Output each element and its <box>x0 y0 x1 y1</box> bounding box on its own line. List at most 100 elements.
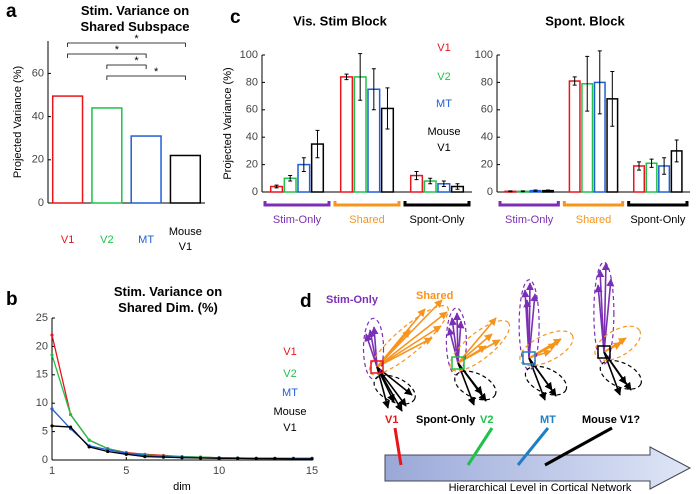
x-tick-label: 15 <box>306 465 318 477</box>
error-bar <box>649 158 654 168</box>
vector <box>448 317 459 364</box>
bar <box>169 154 202 204</box>
significance-bracket <box>106 75 186 80</box>
group-bracket <box>333 201 401 207</box>
y-tick-label: 20 <box>246 159 258 171</box>
mt-pointer <box>516 427 550 466</box>
legend-entry: MT <box>436 98 452 110</box>
neuron-box <box>522 351 536 365</box>
bar <box>51 95 84 204</box>
shared-label: Shared <box>416 290 453 302</box>
vector <box>528 293 539 359</box>
vector <box>457 333 493 364</box>
point <box>106 449 110 454</box>
neuron-box <box>597 345 611 359</box>
error-bar <box>610 70 615 127</box>
point <box>87 438 91 442</box>
y-tick-label: 20 <box>32 154 44 166</box>
hierarchy-arrow <box>384 446 692 490</box>
error-bar <box>520 190 525 193</box>
error-bar <box>637 161 642 171</box>
legend-entry: MT <box>282 387 298 399</box>
error-bar <box>572 76 577 86</box>
subspace-ellipse <box>599 359 643 390</box>
group-label: Shared <box>349 214 384 226</box>
point <box>87 445 91 449</box>
vector <box>457 317 497 364</box>
bar <box>91 107 123 204</box>
legend-entry: V2 <box>437 71 450 83</box>
panel-label: c <box>230 7 241 28</box>
error-bar <box>533 189 538 192</box>
y-tick-label: 20 <box>481 159 493 171</box>
y-tick-label: 0 <box>487 186 493 198</box>
group-bracket <box>498 201 560 207</box>
x-tick-label: MT <box>138 234 154 246</box>
y-tick-label: 100 <box>240 49 258 61</box>
y-axis-label: Projected Variance (%) <box>12 66 24 178</box>
vector <box>376 337 433 368</box>
subspace-ellipse <box>449 320 511 372</box>
vector <box>456 320 465 364</box>
v1-pointer <box>393 427 403 466</box>
vector <box>594 284 605 353</box>
y-tick-label: 0 <box>252 186 258 198</box>
neuron-box <box>451 356 465 370</box>
y-axis-label: Projected Variance (%) <box>222 67 234 179</box>
stim-only-label: Stim-Only <box>326 294 379 306</box>
point <box>50 333 54 337</box>
significance-bracket <box>67 53 147 58</box>
subspace-ellipse <box>593 261 615 365</box>
point <box>68 425 73 429</box>
bar <box>130 135 162 204</box>
point <box>291 457 296 461</box>
x-axis-label: dim <box>173 481 191 493</box>
error-bar <box>274 184 279 189</box>
error-bar <box>371 68 376 111</box>
legend-entry: V1 <box>437 42 450 54</box>
subspace-ellipse <box>524 365 568 396</box>
vector <box>457 345 487 364</box>
subspace-ellipse <box>594 325 642 361</box>
group-label: Stim-Only <box>505 214 554 226</box>
significance-star: * <box>154 66 159 78</box>
y-tick-label: 20 <box>36 340 48 352</box>
axis-label: Hierarchical Level in Cortical Network <box>449 482 632 494</box>
point <box>124 452 128 456</box>
x-tick-label: Mouse V1 <box>169 226 202 253</box>
point <box>310 457 314 461</box>
y-tick-label: 80 <box>246 76 258 88</box>
y-tick-label: 0 <box>42 454 48 466</box>
point <box>68 412 73 417</box>
y-tick-label: 40 <box>32 111 44 123</box>
vector <box>376 366 403 412</box>
point <box>50 424 54 428</box>
vector <box>528 349 552 359</box>
v2-pointer <box>466 427 494 466</box>
error-bar <box>508 190 513 193</box>
error-bar <box>315 129 320 159</box>
x-tick-label: V1 <box>61 234 74 246</box>
subspace-ellipse <box>454 370 497 401</box>
chart-title: Stim. Variance on Shared Dim. (%) <box>114 284 222 315</box>
group-label: Shared <box>576 214 611 226</box>
group-label: Stim-Only <box>273 214 322 226</box>
v2-label: V2 <box>480 414 493 426</box>
x-tick-label: 10 <box>213 465 225 477</box>
x-tick-label: V2 <box>100 234 113 246</box>
vector <box>528 357 547 401</box>
point <box>198 456 203 460</box>
error-bar <box>301 157 306 172</box>
point <box>254 456 258 461</box>
point <box>50 407 54 411</box>
subspace-ellipse <box>362 317 385 380</box>
subspace-ellipse <box>373 374 416 405</box>
vector <box>376 325 442 368</box>
series-line <box>51 334 312 459</box>
significance-star: * <box>115 44 120 56</box>
point <box>273 456 277 461</box>
legend-entry: Mouse V1 <box>427 126 460 154</box>
subspace-ellipse <box>519 330 574 367</box>
significance-star: * <box>134 33 139 45</box>
